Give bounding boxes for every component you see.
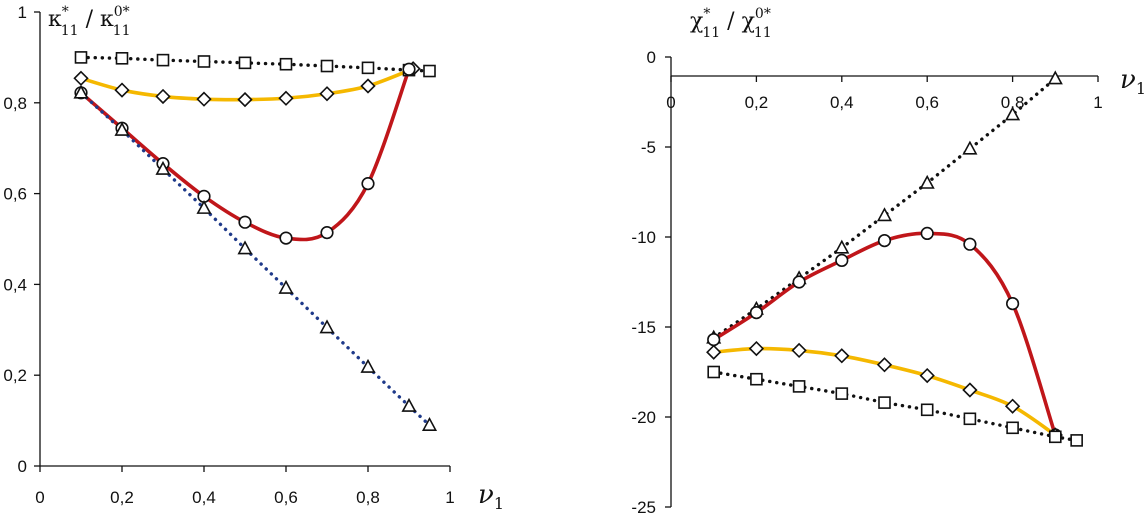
- left-triangles-point: [278, 279, 294, 294]
- left-diamonds-point: [114, 82, 130, 98]
- right-triangles-point: [834, 239, 850, 254]
- right-triangles-point: [919, 174, 935, 189]
- left-triangles-point: [73, 84, 89, 99]
- right-y-tick-label: 0: [647, 48, 656, 67]
- right-diamonds-point: [748, 340, 765, 357]
- left-x-tick-label: 0,6: [274, 488, 298, 507]
- right-y-tick-label: -10: [631, 228, 656, 247]
- right-triangles-point: [962, 140, 978, 155]
- left-triangles-series-line: [79, 91, 432, 427]
- left-diamonds-point: [360, 78, 376, 94]
- left-squares-point: [423, 64, 436, 78]
- right-triangles-point: [876, 207, 893, 222]
- right-triangles-point: [1047, 70, 1063, 85]
- left-squares-point: [238, 56, 252, 70]
- left-x-axis-title: ν1: [478, 480, 504, 513]
- right-diamonds-point: [706, 344, 722, 360]
- right-y-tick-label: -25: [631, 498, 656, 515]
- right-circles-point: [835, 253, 849, 267]
- right-squares-point: [963, 412, 977, 426]
- left-triangles-point: [155, 160, 171, 175]
- right-squares-point: [1070, 434, 1083, 447]
- left-circles-point: [320, 226, 334, 240]
- right-diamonds-point: [791, 342, 807, 359]
- left-diamonds-point: [155, 88, 171, 105]
- left-y-axis-title: κ* 11 / κ0* 11: [48, 4, 130, 39]
- right-squares-point: [1049, 430, 1062, 444]
- left-diamonds-point: [237, 91, 253, 108]
- left-y-tick-label: 0,8: [3, 94, 27, 113]
- left-x-tick-label: 0,8: [356, 488, 380, 507]
- left-x-tick-label: 1: [445, 488, 454, 507]
- right-circles-point: [1005, 297, 1020, 311]
- right-diamonds-point: [1004, 398, 1021, 414]
- left-diamonds-point: [196, 91, 212, 107]
- left-circles-point: [238, 215, 252, 229]
- left-squares-point: [361, 61, 375, 75]
- left-squares-point: [74, 51, 88, 64]
- left-triangles-point: [196, 199, 212, 214]
- left-y-tick-label: 0,4: [3, 275, 27, 294]
- right-circles-point: [792, 275, 806, 289]
- left-x-tick-label: 0,2: [110, 488, 134, 507]
- left-triangles-point: [401, 397, 417, 412]
- right-x-tick-label: 1: [1093, 93, 1102, 112]
- left-x-tick-label: 0: [35, 488, 44, 507]
- right-squares-point: [878, 396, 891, 409]
- right-chart-panel: 0 -5 -10 -15 -20 -25 0 0,2 0,4 0,6 0,8 1 χ* 11 / χ0* 1…: [631, 6, 1146, 515]
- right-squares-series-line: [712, 370, 1079, 443]
- left-circles-point: [361, 177, 375, 191]
- right-diamonds-point: [962, 382, 978, 398]
- right-diamonds-point: [876, 357, 893, 373]
- right-squares-point: [750, 372, 763, 386]
- right-circles-point: [707, 333, 721, 347]
- right-y-axis-title: χ* 11 / χ0* 11: [690, 6, 772, 41]
- left-squares-point: [156, 53, 170, 67]
- left-circles-point: [279, 231, 293, 245]
- left-squares-series-line: [79, 55, 432, 73]
- right-squares-point: [792, 380, 806, 393]
- right-triangles-point: [1005, 106, 1021, 121]
- right-diamonds-point: [919, 367, 935, 384]
- left-squares-point: [320, 59, 334, 73]
- left-diamonds-point: [278, 90, 294, 106]
- left-triangles-point: [319, 319, 335, 334]
- left-squares-point: [197, 55, 211, 68]
- right-circles-point: [920, 226, 934, 240]
- right-y-tick-label: -15: [631, 318, 656, 337]
- left-y-tick-label: 0,6: [3, 185, 27, 204]
- left-x-tick-label: 0,4: [192, 488, 216, 507]
- right-x-tick-label: 0: [666, 93, 675, 112]
- left-y-tick-label: 0: [18, 457, 27, 476]
- right-y-tick-label: -5: [641, 138, 656, 157]
- left-squares-point: [279, 57, 293, 71]
- right-x-tick-label: 0,8: [1001, 93, 1025, 112]
- right-squares-point: [920, 403, 934, 417]
- left-triangles-point: [360, 358, 376, 373]
- left-circles-point: [402, 62, 416, 76]
- left-triangles-point: [421, 416, 438, 431]
- right-x-axis-title: ν1: [1120, 65, 1146, 98]
- right-squares-point: [707, 365, 721, 379]
- left-diamonds-point: [319, 86, 335, 102]
- right-squares-point: [1006, 421, 1019, 435]
- right-y-tick-label: -20: [631, 408, 656, 427]
- right-triangles-series-line: [712, 76, 1057, 340]
- right-circles-point: [749, 306, 764, 320]
- right-diamonds-point: [834, 348, 850, 364]
- right-x-tick-label: 0,4: [830, 93, 854, 112]
- right-x-tick-label: 0,6: [915, 93, 939, 112]
- right-circles-point: [963, 237, 977, 251]
- left-triangles-point: [237, 240, 253, 255]
- right-x-tick-label: 0,2: [745, 93, 769, 112]
- left-diamonds-point: [73, 70, 89, 86]
- left-squares-point: [115, 52, 129, 65]
- right-circles-point: [877, 234, 892, 248]
- right-squares-point: [835, 387, 849, 400]
- left-y-tick-label: 0,2: [3, 366, 27, 385]
- left-triangles-point: [114, 121, 130, 136]
- left-chart-panel: 0 0,2 0,4 0,6 0,8 1 0 0,2 0,4 0,6 0,8 1 κ* 11 / κ0* 11…: [3, 3, 504, 513]
- left-y-tick-label: 1: [18, 3, 27, 22]
